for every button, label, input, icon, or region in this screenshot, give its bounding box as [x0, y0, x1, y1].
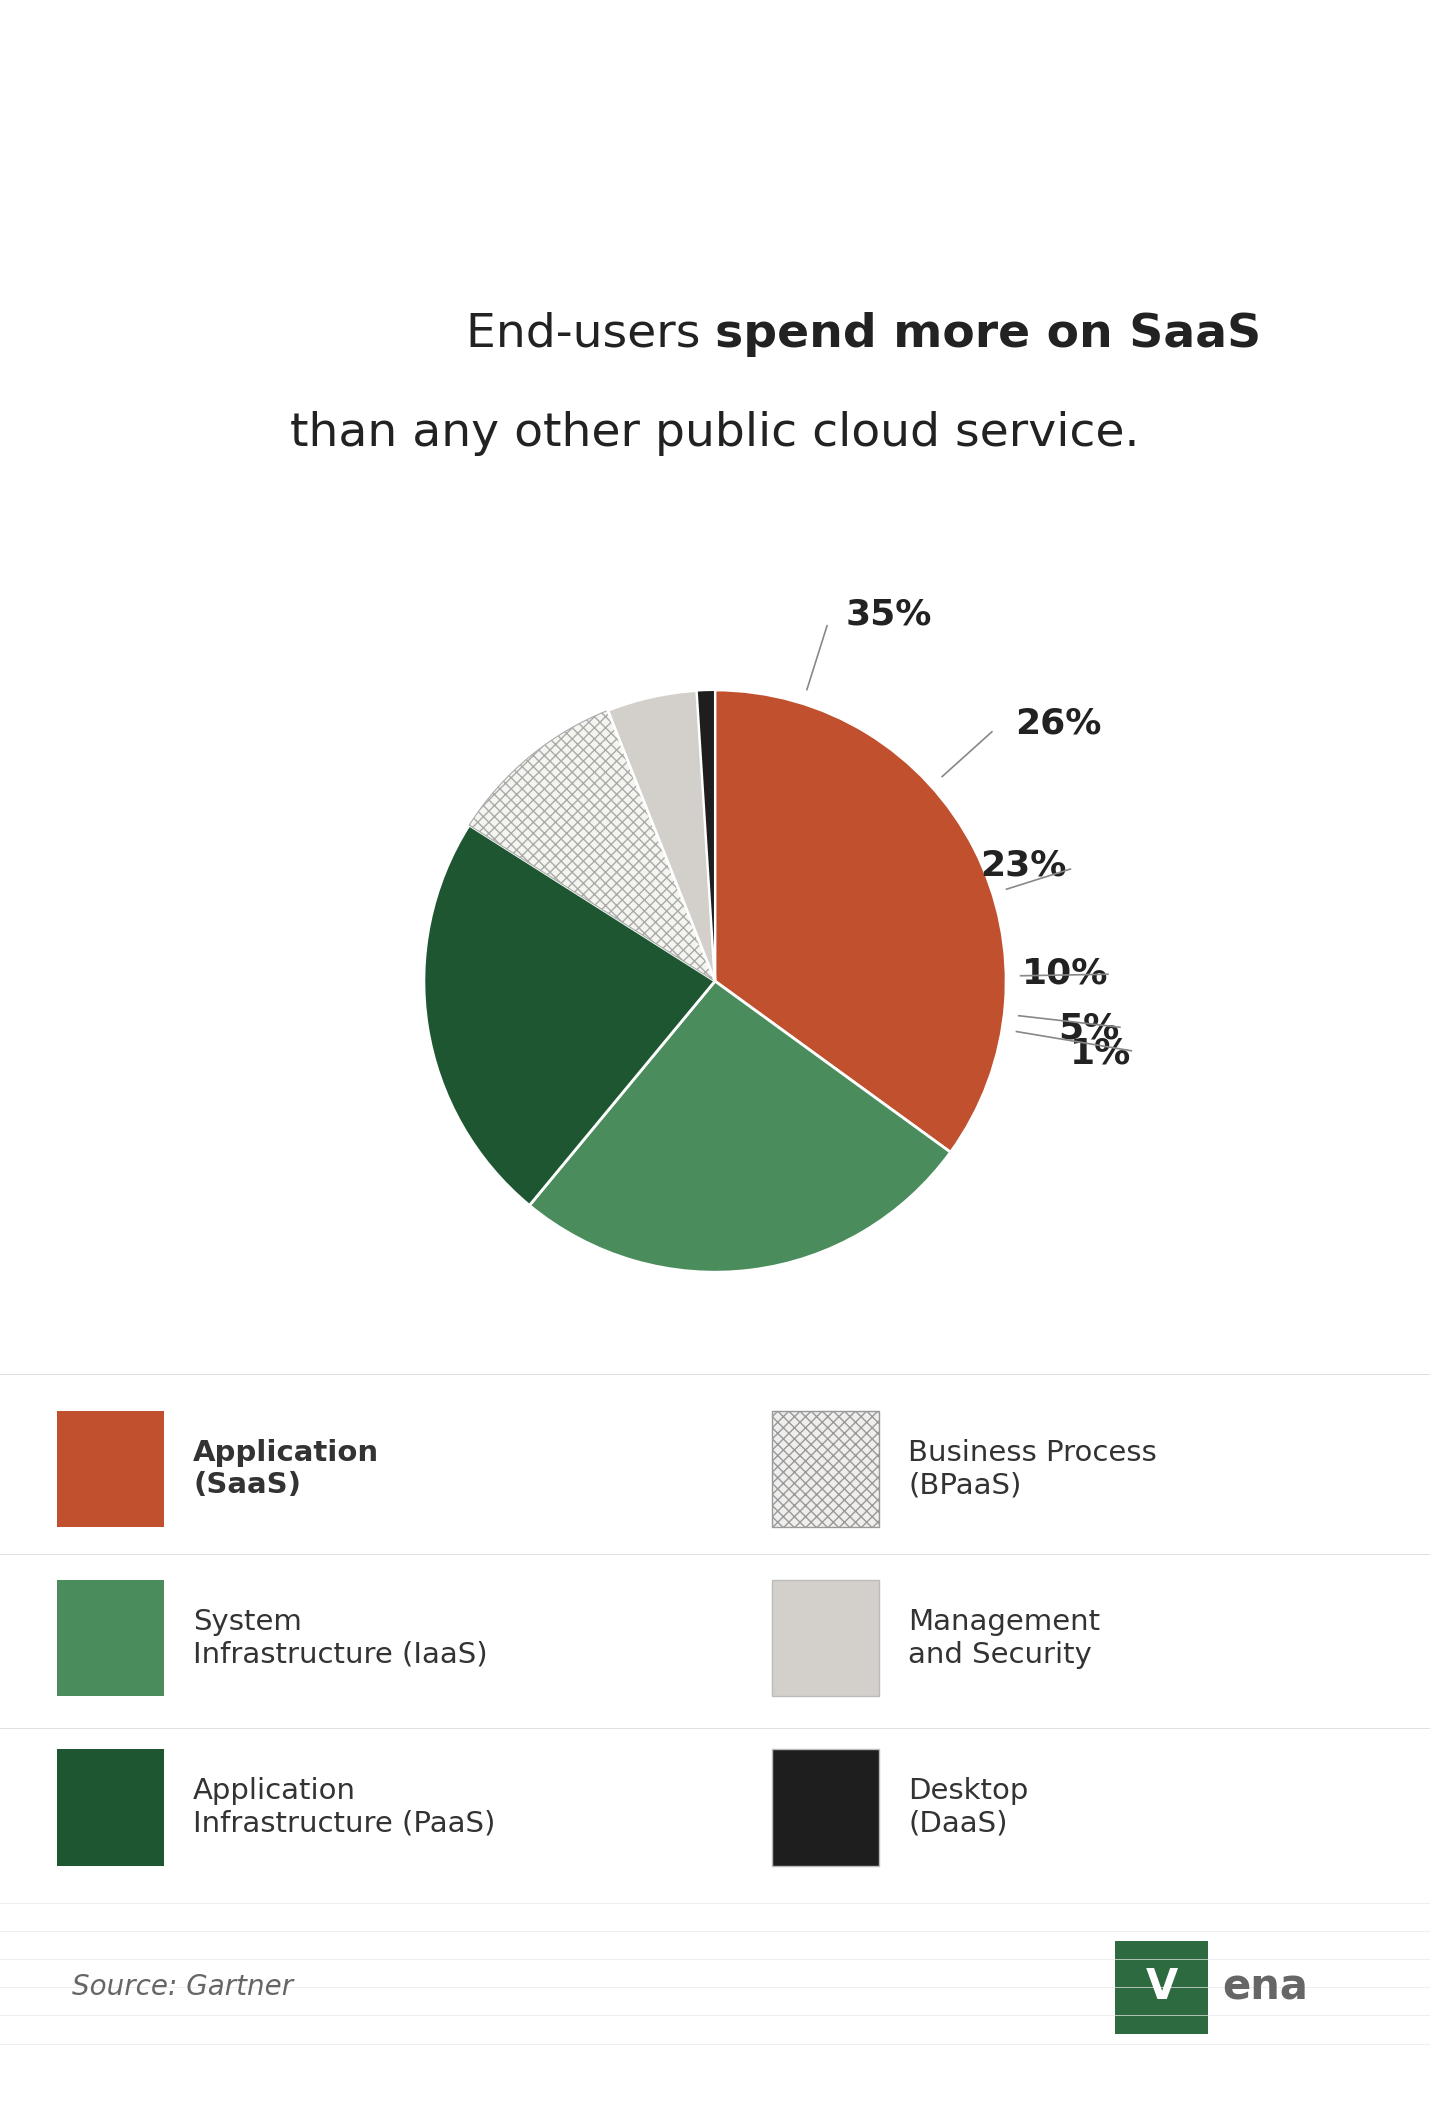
- Text: than any other public cloud service.: than any other public cloud service.: [290, 410, 1140, 457]
- Text: System
Infrastructure (IaaS): System Infrastructure (IaaS): [193, 1609, 488, 1668]
- Text: 1%: 1%: [1070, 1036, 1131, 1070]
- FancyBboxPatch shape: [57, 1748, 164, 1865]
- Wedge shape: [696, 689, 715, 981]
- Text: spend more on SaaS: spend more on SaaS: [715, 311, 1261, 357]
- FancyBboxPatch shape: [772, 1748, 879, 1865]
- Text: Management
and Security: Management and Security: [908, 1609, 1100, 1668]
- Text: V: V: [1145, 1966, 1178, 2008]
- Text: ena: ena: [1223, 1966, 1308, 2008]
- Text: Business Process
(BPaaS): Business Process (BPaaS): [908, 1440, 1157, 1499]
- FancyBboxPatch shape: [57, 1412, 164, 1526]
- Text: Application
(SaaS): Application (SaaS): [193, 1440, 379, 1499]
- FancyBboxPatch shape: [772, 1412, 879, 1526]
- Text: 5%: 5%: [1058, 1013, 1120, 1046]
- Wedge shape: [529, 981, 951, 1273]
- Wedge shape: [715, 689, 1007, 1152]
- Text: End-users: End-users: [466, 311, 715, 357]
- Wedge shape: [608, 691, 715, 981]
- Text: Cloud End-User Spending:: Cloud End-User Spending:: [200, 61, 1230, 131]
- Wedge shape: [469, 710, 715, 981]
- Text: 10%: 10%: [1021, 958, 1108, 991]
- Text: 35%: 35%: [845, 598, 931, 632]
- Text: Application
Infrastructure (PaaS): Application Infrastructure (PaaS): [193, 1778, 495, 1837]
- FancyBboxPatch shape: [772, 1579, 879, 1695]
- FancyBboxPatch shape: [1115, 1941, 1208, 2034]
- Text: 26%: 26%: [1015, 706, 1101, 742]
- Text: Source: Gartner: Source: Gartner: [72, 1972, 293, 2002]
- Wedge shape: [423, 824, 715, 1205]
- FancyBboxPatch shape: [57, 1579, 164, 1695]
- Text: How Does SaaS Stack Up?: How Does SaaS Stack Up?: [206, 165, 1224, 230]
- Text: 23%: 23%: [981, 848, 1067, 882]
- Text: Desktop
(DaaS): Desktop (DaaS): [908, 1778, 1028, 1837]
